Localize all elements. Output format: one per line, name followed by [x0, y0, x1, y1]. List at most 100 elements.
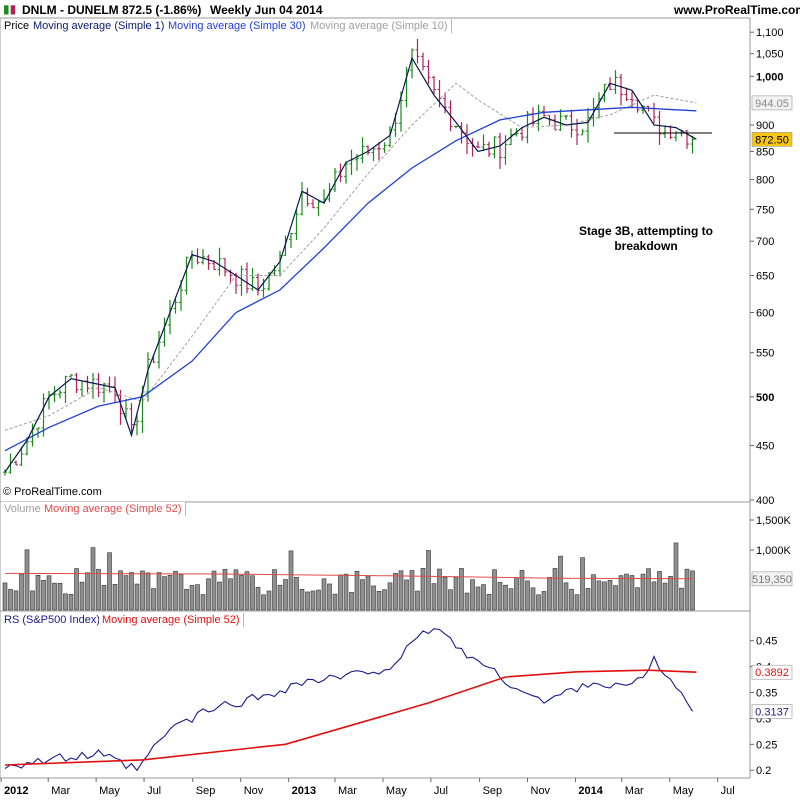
copyright-label: © ProRealTime.com	[3, 486, 102, 498]
volume-ma-line	[4, 572, 693, 580]
tab-rs[interactable]: RS (S&P500 Index)	[1, 613, 104, 627]
volume-bar	[272, 569, 277, 611]
volume-bar	[288, 550, 294, 611]
volume-bar	[470, 579, 475, 611]
price-tick-label: 550	[756, 348, 774, 360]
tab-volume-ma52[interactable]: Moving average (Simple 52)	[41, 502, 186, 516]
volume-bar	[184, 588, 189, 611]
volume-bar	[415, 590, 420, 611]
volume-bar	[453, 576, 459, 611]
volume-bar	[294, 576, 299, 611]
tab-volume[interactable]: Volume	[1, 502, 45, 516]
x-tick-label: May	[673, 785, 694, 797]
x-tick-label: Sep	[483, 785, 503, 797]
volume-bar	[244, 571, 250, 611]
volume-bar	[310, 590, 316, 611]
volume-bar	[459, 568, 464, 611]
volume-bar	[596, 580, 602, 611]
stage-annotation: Stage 3B, attempting to breakdown	[578, 224, 713, 253]
x-tick-label: 2014	[578, 785, 603, 797]
volume-bar	[486, 593, 492, 611]
x-tick-label: 2013	[292, 785, 316, 797]
volume-bar	[547, 577, 552, 611]
volume-bar	[134, 583, 140, 611]
volume-bar	[437, 568, 442, 611]
tab-rs-ma52[interactable]: Moving average (Simple 52)	[99, 613, 244, 627]
volume-bar	[107, 552, 112, 611]
x-tick-label: Jul	[147, 785, 161, 797]
volume-bar	[162, 576, 167, 611]
volume-bar	[35, 574, 41, 611]
volume-bar	[156, 572, 162, 611]
tab-price[interactable]: Price	[1, 19, 34, 33]
ma10-line	[4, 82, 697, 431]
price-tick-label: 1,050	[756, 49, 784, 61]
rs-panel[interactable]	[0, 610, 751, 779]
volume-tick-label: 1,000K	[756, 545, 792, 557]
price-tick-label: 450	[756, 441, 774, 453]
x-tick-label: Nov	[531, 785, 551, 797]
volume-bar	[481, 584, 486, 611]
price-tick-label: 600	[756, 307, 774, 319]
volume-bar	[673, 542, 679, 611]
tab-ma1[interactable]: Moving average (Simple 1)	[30, 19, 169, 33]
tab-ma10[interactable]: Moving average (Simple 10)	[307, 19, 452, 33]
tab-ma30[interactable]: Moving average (Simple 30)	[165, 19, 310, 33]
volume-bar	[24, 549, 30, 611]
volume-bar	[189, 585, 195, 611]
price-tick-label: 650	[756, 270, 774, 282]
volume-bar	[299, 588, 305, 611]
volume-bar	[74, 568, 79, 611]
volume-bar	[206, 578, 211, 611]
volume-bar	[140, 570, 145, 611]
ma1-line	[4, 56, 697, 473]
volume-bar	[305, 591, 310, 611]
volume-bar	[261, 594, 266, 611]
volume-bar	[8, 589, 13, 611]
price-tick-label: 900	[756, 120, 774, 132]
volume-bar	[360, 579, 365, 611]
volume-bar	[354, 571, 360, 611]
volume-bar	[277, 584, 283, 611]
price-tick-label: 800	[756, 174, 774, 186]
last-price-tag-bg	[751, 132, 793, 147]
rs-tick-label: 0.2	[756, 765, 771, 777]
x-tick-label: Jul	[721, 785, 735, 797]
volume-bar	[508, 588, 514, 611]
volume-bar	[233, 569, 239, 611]
ma10-value-tag-bg	[751, 95, 793, 111]
volume-bar	[657, 571, 662, 611]
volume-bar	[2, 582, 8, 611]
logo-icon: ▮▮	[3, 2, 17, 16]
volume-bar	[393, 572, 398, 611]
rs-ma-line	[4, 669, 697, 766]
volume-bar	[371, 585, 376, 611]
volume-bar	[90, 547, 96, 611]
volume-bar	[662, 582, 668, 611]
x-tick-label: Mar	[625, 785, 644, 797]
volume-bar	[618, 575, 624, 611]
price-tick-label: 850	[756, 146, 774, 158]
volume-bar	[101, 585, 107, 611]
rs-tick-label: 0.35	[756, 688, 777, 700]
volume-bar	[651, 581, 657, 611]
volume-bar	[684, 568, 690, 611]
rs-tick-label: 0.25	[756, 739, 777, 751]
x-tick-label: May	[99, 785, 120, 797]
price-panel[interactable]	[0, 17, 751, 503]
volume-bar	[514, 577, 519, 611]
volume-bar	[332, 593, 338, 611]
volume-bar	[239, 574, 244, 611]
volume-bar	[613, 585, 618, 611]
volume-bar	[497, 582, 503, 611]
volume-tick-label: 1,500K	[756, 515, 792, 527]
volume-bar	[41, 580, 46, 611]
price-tick-label: 1,100	[756, 27, 784, 39]
website-label: www.ProRealTime.com	[674, 3, 800, 17]
volume-bar	[679, 587, 684, 611]
volume-bar	[503, 584, 508, 611]
volume-bar	[316, 589, 321, 611]
price-tick-label: 700	[756, 236, 774, 248]
x-tick-label: Mar	[338, 785, 357, 797]
